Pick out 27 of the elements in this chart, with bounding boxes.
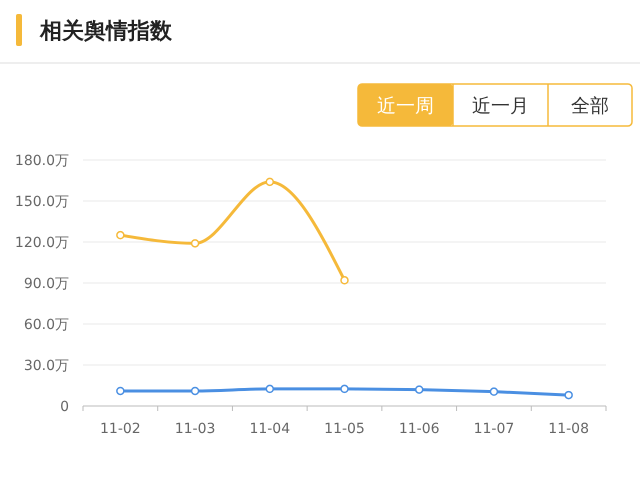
- point: [190, 239, 200, 248]
- y-tick-label: 150.0万: [14, 194, 69, 210]
- y-tick-label: 30.0万: [24, 358, 69, 374]
- x-tick-label: 11-02: [100, 421, 141, 437]
- point: [116, 230, 125, 240]
- y-tick-label: 90.0万: [24, 276, 69, 292]
- point: [190, 386, 200, 396]
- point: [564, 390, 573, 400]
- point: [266, 178, 274, 186]
- y-tick-label: 60.0万: [24, 317, 69, 333]
- y-tick-label: 120.0万: [14, 235, 69, 251]
- point: [340, 276, 349, 285]
- chart-title: 相关舆情指数: [39, 19, 173, 44]
- point: [266, 384, 274, 394]
- x-tick-label: 11-03: [174, 421, 216, 437]
- x-tick-label: 11-06: [398, 421, 440, 437]
- point: [490, 387, 498, 396]
- y-tick-label: 180.0万: [14, 153, 69, 169]
- x-tick-label: 11-05: [324, 421, 365, 437]
- x-tick-label: 11-08: [548, 421, 589, 437]
- point: [414, 385, 424, 394]
- point: [116, 386, 125, 396]
- y-tick-label: 0: [60, 399, 69, 415]
- range-toggle: 近一周 近一月 全部: [357, 83, 633, 127]
- x-tick-label: 11-07: [474, 421, 514, 437]
- x-tick-label: 11-04: [249, 421, 290, 437]
- point: [340, 384, 349, 394]
